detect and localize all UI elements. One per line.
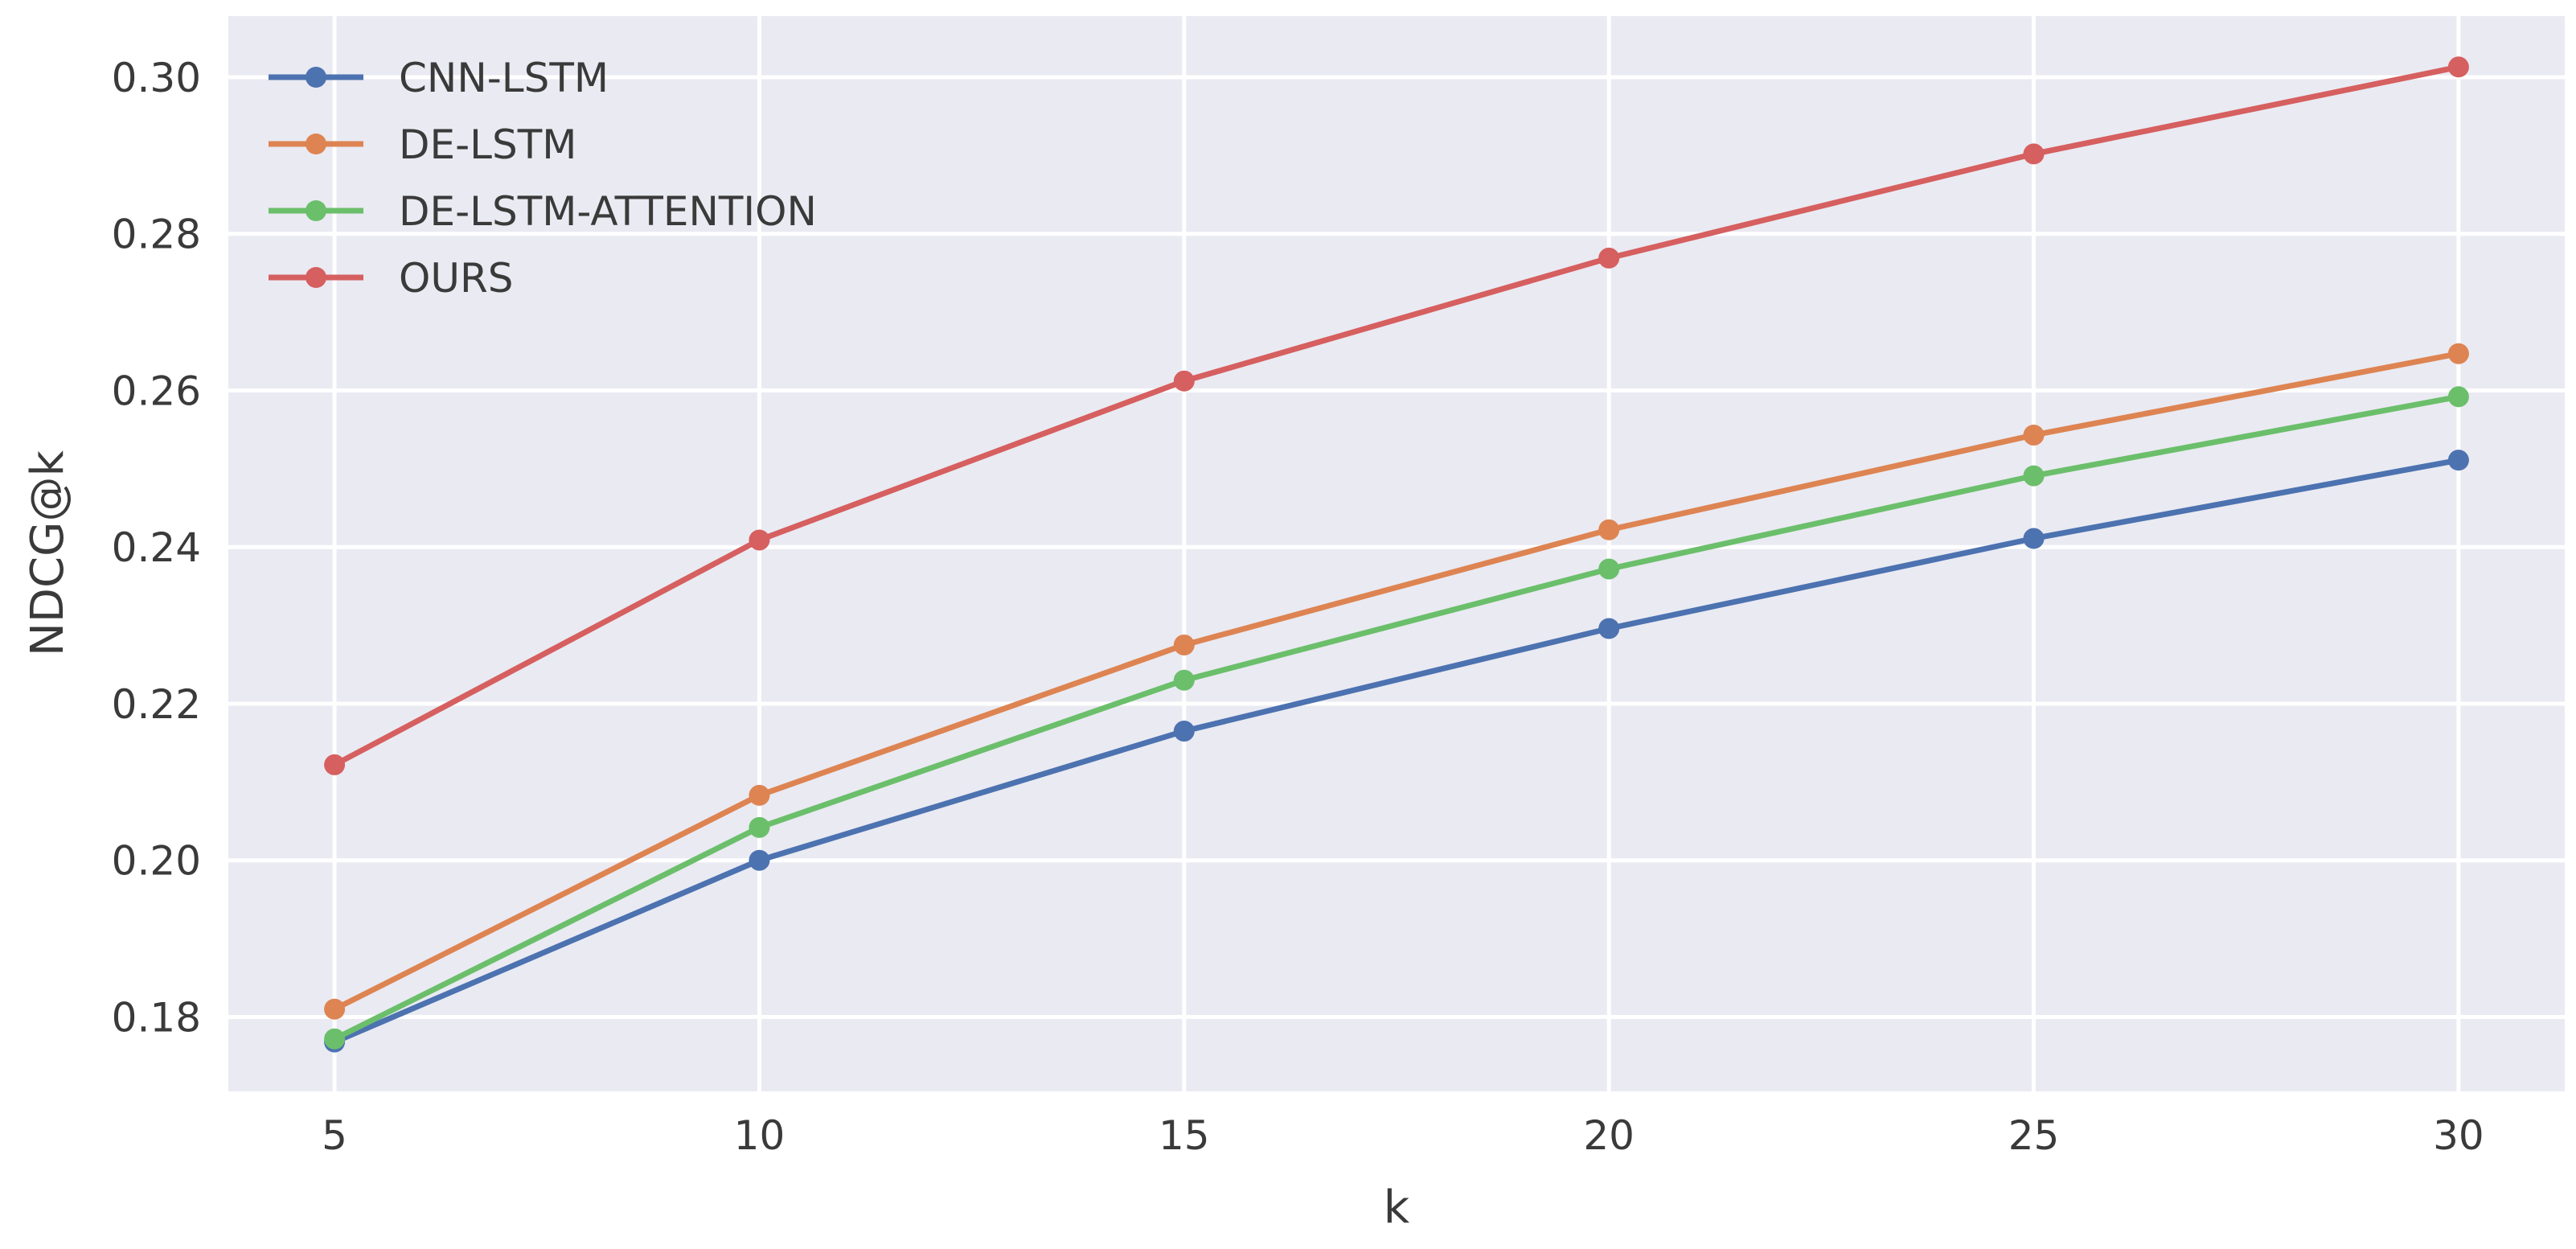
data-point <box>749 529 770 551</box>
data-point <box>1598 558 1620 580</box>
legend-label: OURS <box>399 255 513 302</box>
y-tick-label: 0.30 <box>112 55 201 101</box>
x-tick-label: 20 <box>1583 1112 1635 1159</box>
legend-item: OURS <box>269 255 513 302</box>
y-tick-label: 0.24 <box>112 524 201 571</box>
data-point <box>2023 424 2045 446</box>
series-layer <box>324 56 2469 1053</box>
series-line <box>331 64 2462 768</box>
y-tick-label: 0.22 <box>112 681 201 728</box>
data-point <box>1173 721 1195 742</box>
data-point <box>2023 528 2045 549</box>
grid <box>228 16 2565 1091</box>
x-axis-label: k <box>1384 1181 1410 1234</box>
data-point <box>2447 56 2469 78</box>
series-cnn-lstm <box>324 450 2469 1053</box>
data-point <box>1173 669 1195 691</box>
legend-item: CNN-LSTM <box>269 55 609 101</box>
data-point <box>2447 450 2469 471</box>
legend-marker <box>306 267 326 288</box>
legend-marker <box>306 134 326 154</box>
y-axis-label: NDCG@k <box>22 450 74 656</box>
data-point <box>324 1028 346 1050</box>
legend-label: DE-LSTM <box>399 121 576 168</box>
data-point <box>324 754 346 775</box>
data-point <box>1173 634 1195 655</box>
y-tick-label: 0.28 <box>112 212 201 258</box>
data-point <box>2023 465 2045 487</box>
legend-marker <box>306 200 326 221</box>
series-de-lstm <box>324 343 2469 1020</box>
data-point <box>749 849 770 871</box>
data-point <box>1598 247 1620 269</box>
legend: CNN-LSTM DE-LSTM DE-LSTM-ATTENTION OURS <box>269 55 817 302</box>
series-ours <box>324 56 2469 775</box>
y-tick-label: 0.26 <box>112 368 201 414</box>
x-tick-label: 25 <box>2008 1112 2060 1159</box>
series-de-lstm-attention <box>324 386 2469 1050</box>
data-point <box>1598 618 1620 639</box>
series-line <box>331 393 2462 1042</box>
y-tick-labels: 0.18 0.20 0.22 0.24 0.26 0.28 0.30 <box>112 55 201 1042</box>
legend-label: CNN-LSTM <box>399 55 609 101</box>
data-point <box>324 998 346 1020</box>
data-point <box>2447 386 2469 408</box>
legend-item: DE-LSTM-ATTENTION <box>269 188 817 235</box>
plot-background <box>228 16 2565 1091</box>
x-tick-label: 30 <box>2433 1112 2484 1159</box>
y-tick-label: 0.18 <box>112 994 201 1041</box>
data-point <box>749 816 770 838</box>
data-point <box>1598 519 1620 540</box>
series-line <box>331 351 2462 1013</box>
data-point <box>2447 343 2469 364</box>
x-tick-label: 15 <box>1159 1112 1210 1159</box>
x-tick-label: 10 <box>734 1112 786 1159</box>
legend-item: DE-LSTM <box>269 121 576 168</box>
legend-marker <box>306 67 326 88</box>
data-point <box>749 784 770 806</box>
y-tick-label: 0.20 <box>112 838 201 885</box>
data-point <box>2023 143 2045 165</box>
x-tick-label: 5 <box>322 1112 347 1159</box>
legend-label: DE-LSTM-ATTENTION <box>399 188 817 235</box>
data-point <box>1173 370 1195 392</box>
x-tick-labels: 5 10 15 20 25 30 <box>322 1112 2484 1159</box>
series-line <box>331 457 2462 1046</box>
